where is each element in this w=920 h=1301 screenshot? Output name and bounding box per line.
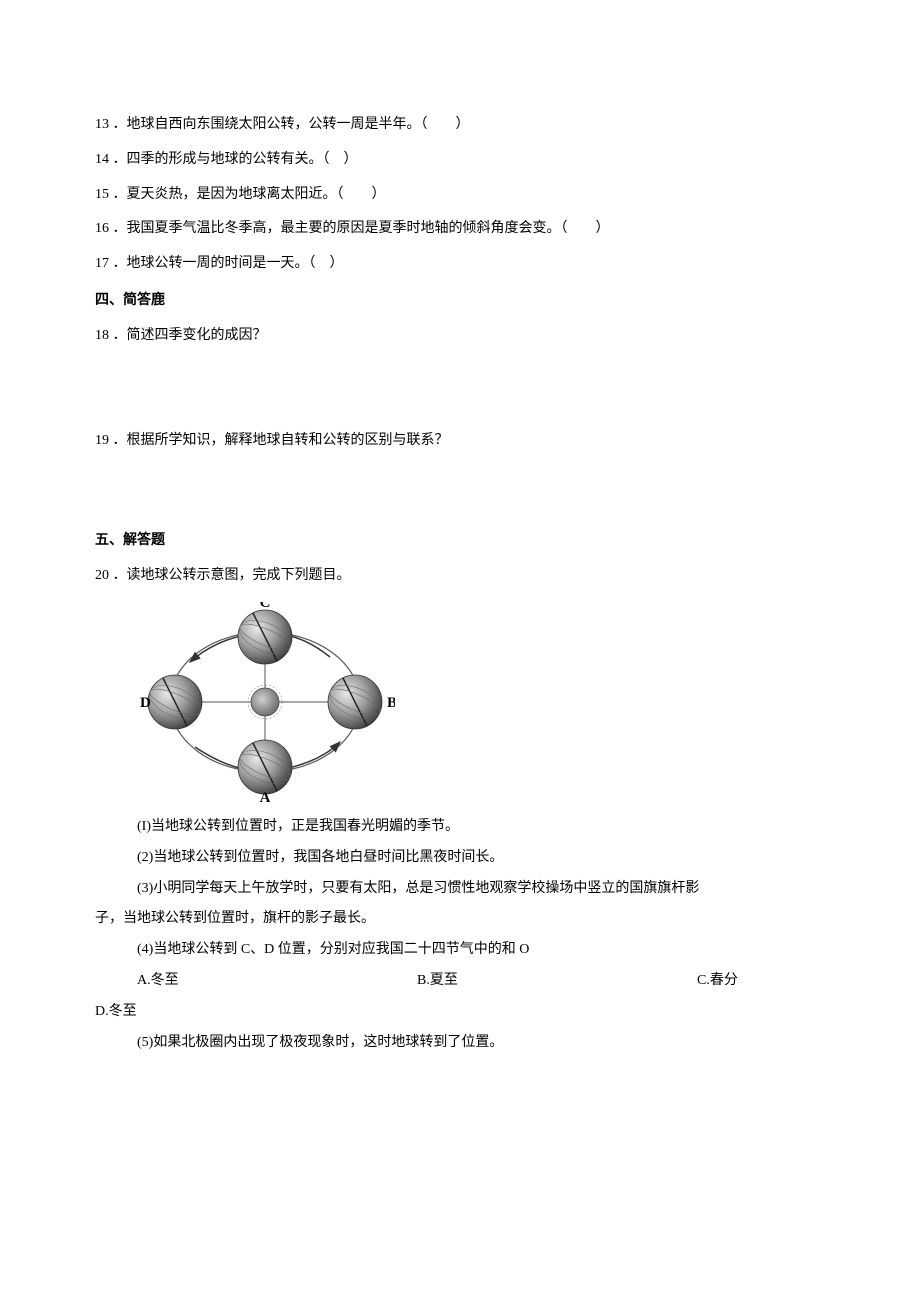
option-c: C.春分 <box>697 966 797 997</box>
question-14: 14 ．四季的形成与地球的公转有关。（ ） <box>95 145 825 176</box>
option-d: D.冬至 <box>95 997 825 1028</box>
question-13: 13 ．地球自西向东围绕太阳公转，公转一周是半年。（ ） <box>95 110 825 141</box>
question-16: 16 ．我国夏季气温比冬季高，最主要的原因是夏季时地轴的倾斜角度会变。（ ） <box>95 214 825 245</box>
sub-question-2: (2)当地球公转到位置时，我国各地白昼时间比黑夜时间长。 <box>95 843 825 874</box>
option-b: B.夏至 <box>417 966 697 997</box>
sub-question-3-line2: 子，当地球公转到位置时，旗杆的影子最长。 <box>95 904 825 935</box>
label-c: C <box>260 602 271 611</box>
section-5-title: 五、解答题 <box>95 526 825 557</box>
question-19: 19 ．根据所学知识，解释地球自转和公转的区别与联系？ <box>95 426 825 457</box>
question-15: 15 ．夏天炎热，是因为地球离太阳近。（ ） <box>95 180 825 211</box>
question-17: 17 ．地球公转一周的时间是一天。（ ） <box>95 249 825 280</box>
sub-question-5: (5)如果北极圈内出现了极夜现象时，这时地球转到了位置。 <box>95 1028 825 1059</box>
label-a: A <box>260 790 271 802</box>
label-b: B <box>387 695 395 711</box>
options-row: A.冬至 B.夏至 C.春分 <box>95 966 825 997</box>
orbit-diagram: C A D B <box>135 602 395 802</box>
sub-question-3-line1: (3)小明同学每天上午放学时，只要有太阳，总是习惯性地观察学校操场中竖立的国旗旗… <box>95 874 825 905</box>
label-d: D <box>140 695 151 711</box>
question-18: 18 ．简述四季变化的成因？ <box>95 321 825 352</box>
question-20-intro: 20 ．读地球公转示意图，完成下列题目。 <box>95 561 825 592</box>
sub-question-4: (4)当地球公转到 C、D 位置，分别对应我国二十四节气中的和 O <box>95 935 825 966</box>
sub-question-1: (I)当地球公转到位置时，正是我国春光明媚的季节。 <box>95 812 825 843</box>
option-a: A.冬至 <box>137 966 417 997</box>
section-4-title: 四、简答鹿 <box>95 286 825 317</box>
